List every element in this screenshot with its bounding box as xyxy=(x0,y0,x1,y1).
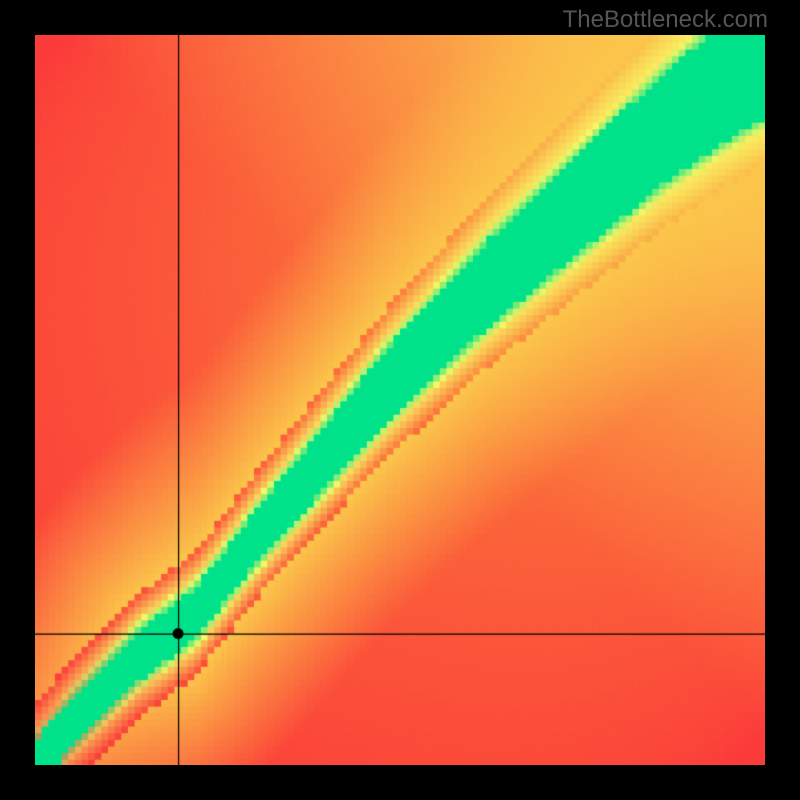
bottleneck-heatmap xyxy=(35,35,765,765)
chart-container: TheBottleneck.com xyxy=(0,0,800,800)
watermark-text: TheBottleneck.com xyxy=(563,6,768,34)
